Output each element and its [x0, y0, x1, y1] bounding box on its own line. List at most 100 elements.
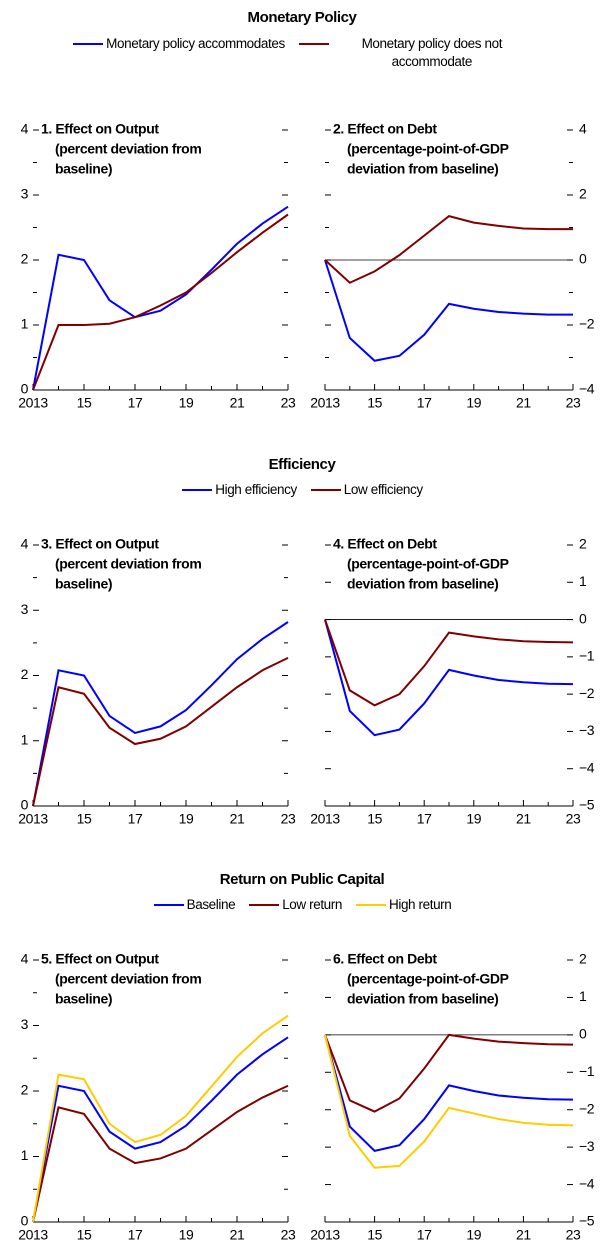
series-line: [32, 1036, 289, 1223]
y-tick-label: 4: [579, 121, 587, 137]
legend-item: Monetary policy does not accommodate: [298, 35, 532, 71]
y-tick-label: 4: [21, 951, 29, 967]
x-tick-label: 15: [367, 811, 382, 827]
x-tick-label: 17: [128, 395, 143, 411]
x-tick-label: 2013: [310, 1227, 340, 1243]
series-line: [32, 656, 289, 807]
series-line: [324, 619, 574, 737]
y-tick-label: −1: [579, 648, 595, 664]
legend-item: High efficiency: [182, 481, 297, 499]
y-tick-label: 0: [21, 381, 29, 397]
x-tick-label: 2013: [18, 395, 48, 411]
x-tick-label: 15: [77, 395, 92, 411]
panel-title: baseline): [55, 991, 112, 1007]
legend-label: Low return: [282, 897, 342, 912]
y-tick-label: 0: [579, 1026, 587, 1042]
x-tick-label: 23: [281, 811, 296, 827]
y-tick-label: 2: [579, 186, 587, 202]
panel-title: baseline): [55, 161, 112, 177]
x-tick-label: 21: [516, 1227, 531, 1243]
legend: High efficiency Low efficiency: [0, 481, 605, 499]
legend-item: Monetary policy accommodates: [73, 35, 285, 53]
legend-label: Low efficiency: [343, 482, 423, 497]
x-tick-label: 17: [128, 811, 143, 827]
legend-label: High efficiency: [215, 482, 297, 497]
y-tick-label: −3: [579, 722, 595, 738]
series-line: [32, 1084, 289, 1223]
y-tick-label: 2: [21, 666, 29, 682]
x-tick-label: 2013: [310, 395, 340, 411]
x-tick-label: 15: [367, 1227, 382, 1243]
panel-title: deviation from baseline): [347, 991, 498, 1007]
panel-title: deviation from baseline): [347, 161, 498, 177]
panel-title: 1. Effect on Output: [41, 121, 159, 137]
y-tick-label: −2: [579, 685, 595, 701]
section-title: Efficiency: [269, 456, 337, 473]
x-tick-label: 21: [230, 811, 245, 827]
x-tick-label: 19: [466, 395, 481, 411]
legend-item: High return: [356, 896, 452, 914]
series-line: [324, 1033, 574, 1113]
legend-swatch: [73, 43, 104, 45]
legend-label: Monetary policy does not accommodate: [361, 36, 503, 69]
x-tick-label: 19: [179, 395, 194, 411]
series-line: [32, 205, 289, 391]
x-tick-label: 21: [516, 811, 531, 827]
panel-title: 4. Effect on Debt: [333, 536, 437, 552]
x-tick-label: 21: [230, 1227, 245, 1243]
y-tick-label: 0: [579, 251, 587, 267]
x-tick-label: 23: [566, 1227, 581, 1243]
x-tick-label: 23: [281, 1227, 296, 1243]
y-tick-label: −4: [579, 1175, 595, 1191]
series-line: [324, 619, 574, 707]
y-tick-label: −2: [579, 1100, 595, 1116]
x-tick-label: 19: [179, 811, 194, 827]
legend-item: Low efficiency: [310, 481, 423, 499]
panel-title: deviation from baseline): [347, 576, 498, 592]
y-tick-label: 1: [21, 731, 29, 747]
panel-title: 2. Effect on Debt: [333, 121, 437, 137]
x-tick-label: 19: [466, 1227, 481, 1243]
legend-label: Monetary policy accommodates: [106, 36, 285, 51]
section-title: Return on Public Capital: [220, 871, 385, 888]
y-tick-label: 2: [579, 951, 587, 967]
x-tick-label: 15: [367, 395, 382, 411]
x-tick-label: 23: [281, 395, 296, 411]
x-tick-label: 2013: [310, 811, 340, 827]
section-title: Monetary Policy: [247, 9, 357, 26]
x-tick-label: 21: [230, 395, 245, 411]
panel-title: 3. Effect on Output: [41, 536, 159, 552]
legend: Baseline Low return High return: [0, 896, 605, 914]
series-line: [32, 1014, 289, 1223]
y-tick-label: 3: [21, 1016, 29, 1032]
x-tick-label: 2013: [18, 811, 48, 827]
x-tick-label: 15: [77, 1227, 92, 1243]
x-tick-label: 17: [128, 1227, 143, 1243]
x-tick-label: 23: [566, 811, 581, 827]
legend-swatch: [356, 904, 386, 906]
series-line: [324, 1034, 574, 1169]
y-tick-label: 0: [21, 1213, 29, 1229]
legend-item: Low return: [249, 896, 342, 914]
panel-title: (percentage-point-of-GDP: [347, 141, 509, 157]
y-tick-label: −1: [579, 1063, 595, 1079]
x-tick-label: 17: [417, 811, 432, 827]
y-tick-label: 2: [21, 251, 29, 267]
x-tick-label: 15: [77, 811, 92, 827]
panel-title: baseline): [55, 576, 112, 592]
y-tick-label: 1: [579, 573, 587, 589]
series-line: [32, 213, 289, 391]
legend-swatch: [182, 489, 213, 491]
legend-swatch: [249, 904, 280, 906]
legend: Monetary policy accommodates Monetary pol…: [0, 35, 605, 71]
legend-swatch: [153, 904, 184, 906]
x-tick-label: 17: [417, 1227, 432, 1243]
panel-title: 6. Effect on Debt: [333, 951, 437, 967]
y-tick-label: −5: [579, 1213, 595, 1229]
panel-title: (percentage-point-of-GDP: [347, 971, 509, 987]
legend-label: High return: [389, 897, 452, 912]
legend-swatch: [298, 43, 329, 45]
panel-title: (percentage-point-of-GDP: [347, 556, 509, 572]
legend-label: Baseline: [186, 897, 236, 912]
